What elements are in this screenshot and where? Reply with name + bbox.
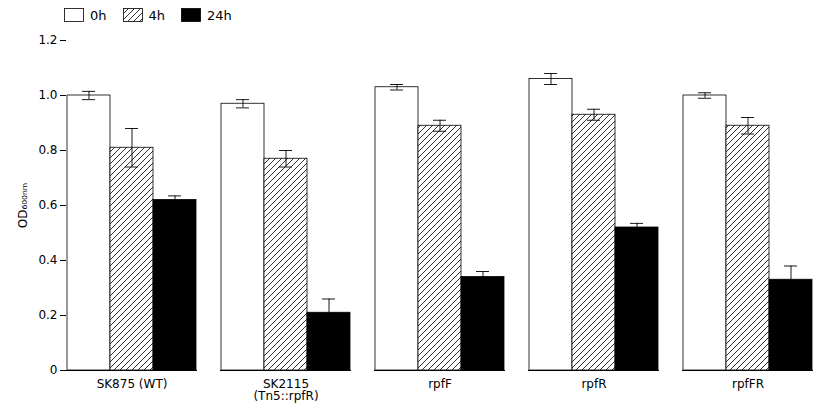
svg-text:rpfFR: rpfFR <box>732 377 764 391</box>
svg-text:rpfF: rpfF <box>428 377 452 391</box>
svg-text:OD₆₀₀ₙₘ: OD₆₀₀ₙₘ <box>16 183 30 228</box>
svg-text:1.0: 1.0 <box>38 88 57 102</box>
svg-text:rpfR: rpfR <box>581 377 606 391</box>
svg-text:SK875 (WT): SK875 (WT) <box>97 377 168 391</box>
html-text:24h: 24h <box>207 7 232 23</box>
svg-text:0.2: 0.2 <box>38 308 57 322</box>
svg-text:0.4: 0.4 <box>38 253 57 267</box>
svg-text:0: 0 <box>50 363 58 377</box>
svg-text:0.8: 0.8 <box>38 143 57 157</box>
html-text:4h: 4h <box>148 7 165 23</box>
svg-text:0.6: 0.6 <box>38 198 57 212</box>
html-text:0h: 0h <box>90 7 107 23</box>
svg-text:SK2115(Tn5::rpfR): SK2115(Tn5::rpfR) <box>253 377 318 403</box>
svg-text:1.2: 1.2 <box>38 33 57 47</box>
